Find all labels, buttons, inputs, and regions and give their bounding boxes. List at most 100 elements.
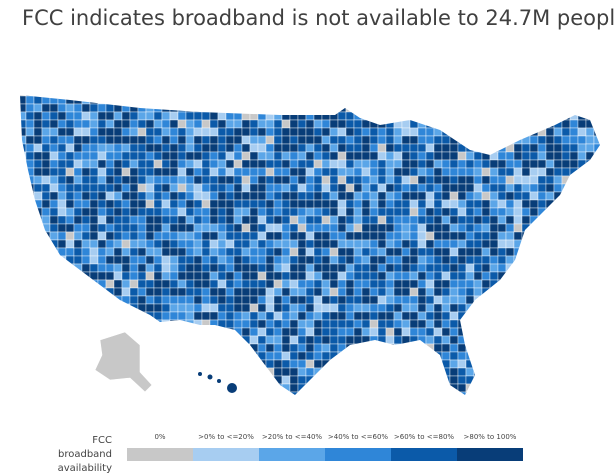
county (393, 143, 403, 153)
county (537, 311, 547, 321)
county (297, 327, 307, 337)
county (41, 199, 51, 209)
county (473, 271, 483, 281)
county (73, 295, 83, 305)
county (129, 119, 139, 129)
county (313, 95, 323, 105)
county (402, 400, 410, 408)
county (33, 191, 43, 201)
county (337, 199, 347, 209)
county (289, 191, 299, 201)
county (417, 159, 427, 169)
county (386, 400, 394, 408)
county (81, 151, 91, 161)
county (201, 119, 211, 129)
county (225, 279, 235, 289)
county (313, 151, 323, 161)
county (585, 327, 595, 337)
county (305, 271, 315, 281)
county (449, 255, 459, 265)
county (553, 191, 563, 201)
county (602, 104, 610, 112)
county (89, 327, 99, 337)
county (305, 143, 315, 153)
county (289, 119, 299, 129)
county (401, 263, 411, 273)
county (41, 319, 51, 329)
county (433, 143, 443, 153)
county (177, 367, 187, 377)
county (113, 287, 123, 297)
county (73, 127, 83, 137)
county (49, 143, 59, 153)
county (401, 311, 411, 321)
county (33, 255, 43, 265)
county (177, 159, 187, 169)
county (497, 239, 507, 249)
county (345, 311, 355, 321)
county (241, 247, 251, 257)
county (145, 111, 155, 121)
county (417, 199, 427, 209)
county (401, 271, 411, 281)
county (106, 400, 114, 408)
county (561, 223, 571, 233)
county (569, 183, 579, 193)
county (137, 119, 147, 129)
county (297, 167, 307, 177)
county (169, 247, 179, 257)
county (305, 383, 315, 393)
county (217, 279, 227, 289)
county (553, 367, 563, 377)
county (449, 103, 459, 113)
county (185, 183, 195, 193)
county (441, 135, 451, 145)
county (297, 351, 307, 361)
county (353, 287, 363, 297)
county (545, 95, 555, 105)
county (257, 143, 267, 153)
county (233, 335, 243, 345)
county (337, 127, 347, 137)
county (49, 375, 59, 385)
county (169, 135, 179, 145)
county (225, 111, 235, 121)
county (417, 231, 427, 241)
county (457, 319, 467, 329)
county (185, 95, 195, 105)
county (505, 167, 515, 177)
county (313, 335, 323, 345)
county (377, 95, 387, 97)
county (577, 351, 587, 361)
county (561, 167, 571, 177)
county (369, 207, 379, 217)
county (377, 231, 387, 241)
county (457, 263, 467, 273)
county (73, 343, 83, 353)
county (65, 287, 75, 297)
county (57, 135, 67, 145)
county (593, 199, 600, 209)
county (81, 255, 91, 265)
county (209, 207, 219, 217)
county (273, 215, 283, 225)
county (553, 199, 563, 209)
county (241, 135, 251, 145)
county (241, 143, 251, 153)
county (65, 207, 75, 217)
county (537, 95, 547, 97)
county (65, 351, 75, 361)
county (265, 335, 275, 345)
county (353, 207, 363, 217)
county (473, 375, 483, 385)
county (25, 191, 35, 201)
county (297, 223, 307, 233)
county (593, 287, 600, 297)
county (465, 311, 475, 321)
county (73, 111, 83, 121)
county (345, 375, 355, 385)
county (393, 239, 403, 249)
county (593, 263, 600, 273)
county (545, 215, 555, 225)
county (385, 255, 395, 265)
